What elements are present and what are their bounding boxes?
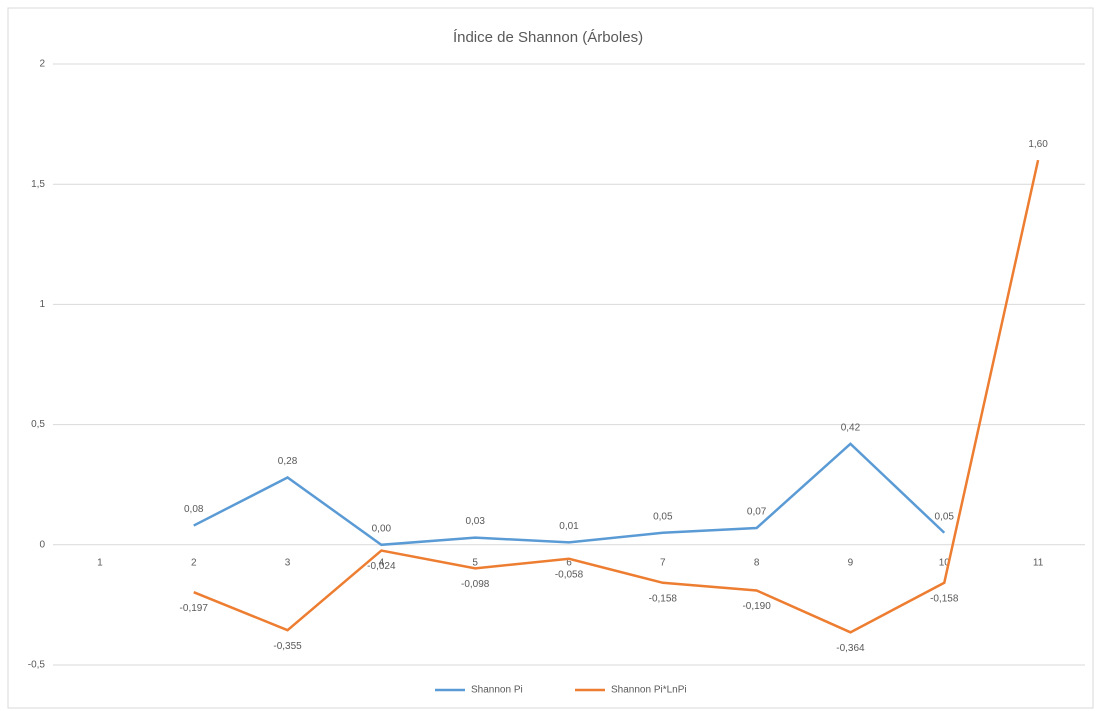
data-label: 1,60 <box>1028 139 1048 150</box>
x-tick-label: 3 <box>285 557 291 568</box>
x-tick-label: 4 <box>379 557 385 568</box>
chart-frame <box>7 7 1094 709</box>
chart-title: Índice de Shannon (Árboles) <box>453 29 643 46</box>
line-series <box>193 159 1040 634</box>
data-label: -0,355 <box>273 641 302 652</box>
data-label: -0,058 <box>555 569 584 580</box>
data-label: -0,158 <box>649 593 678 604</box>
y-tick-label: 0 <box>39 539 45 550</box>
data-label: 0,05 <box>935 511 955 522</box>
y-tick-label: 0,5 <box>31 419 45 430</box>
data-label: 0,42 <box>841 422 861 433</box>
y-tick-label: 1,5 <box>31 179 45 190</box>
x-tick-label: 2 <box>191 557 197 568</box>
y-tick-label: 2 <box>39 59 45 70</box>
data-label: 0,05 <box>653 511 673 522</box>
x-tick-label: 6 <box>566 557 572 568</box>
y-tick-label: -0,5 <box>28 660 46 671</box>
data-label: 0,03 <box>465 516 485 527</box>
data-label: 0,07 <box>747 507 767 518</box>
data-label: -0,197 <box>180 603 209 614</box>
line-series <box>193 442 946 547</box>
legend-label: Shannon Pi*LnPi <box>611 685 687 696</box>
data-label: -0,098 <box>461 579 490 590</box>
x-tick-label: 9 <box>848 557 854 568</box>
data-label: -0,190 <box>742 601 771 612</box>
data-label: -0,158 <box>930 593 959 604</box>
x-tick-label: 10 <box>939 557 951 568</box>
legend-label: Shannon Pi <box>471 685 523 696</box>
x-tick-label: 5 <box>472 557 478 568</box>
data-label: -0,024 <box>367 561 396 572</box>
x-tick-label: 8 <box>754 557 760 568</box>
y-tick-label: 1 <box>39 299 45 310</box>
x-tick-label: 1 <box>97 557 103 568</box>
data-label: 0,00 <box>372 523 392 534</box>
data-label: -0,364 <box>836 643 865 654</box>
x-tick-label: 11 <box>1033 557 1044 568</box>
data-label: 0,01 <box>559 521 579 532</box>
x-tick-label: 7 <box>660 557 666 568</box>
data-label: 0,28 <box>278 456 298 467</box>
data-label: 0,08 <box>184 504 204 515</box>
